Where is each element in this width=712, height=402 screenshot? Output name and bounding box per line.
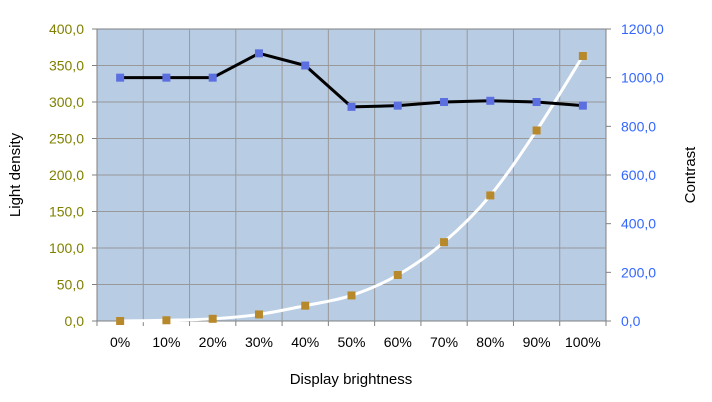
light-density-point xyxy=(440,238,449,247)
x-tick-label: 80% xyxy=(476,334,504,350)
x-axis-ticks: 0% 10% 20% 30% 40% 50% 60% 70% 80% 90% 100% xyxy=(96,321,607,350)
contrast-point xyxy=(440,98,449,106)
light-density-point xyxy=(254,310,263,319)
right-tick-label: 200,0 xyxy=(621,264,656,280)
contrast-point xyxy=(208,73,217,82)
light-density-point xyxy=(347,291,356,300)
left-axis-ticks: 0,0 50,0 100,0 150,0 200,0 250,0 300,0 350,0 400… xyxy=(49,21,97,329)
contrast-point xyxy=(116,73,125,82)
right-tick-label: 600,0 xyxy=(621,167,656,183)
right-tick-label: 1000,0 xyxy=(621,70,664,86)
right-tick-label: 800,0 xyxy=(621,118,656,134)
light-density-point xyxy=(578,52,587,61)
series xyxy=(116,49,587,325)
light-density-point xyxy=(486,191,495,200)
light-density-point xyxy=(208,314,217,323)
right-tick-label: 400,0 xyxy=(621,216,656,232)
light-density-point xyxy=(162,316,171,325)
left-tick-label: 100,0 xyxy=(49,240,84,256)
contrast-point xyxy=(162,73,171,82)
x-tick-label: 0% xyxy=(110,334,130,350)
contrast-point xyxy=(347,102,356,111)
x-tick-label: 10% xyxy=(152,334,180,350)
contrast-point xyxy=(254,49,263,58)
left-tick-label: 200,0 xyxy=(49,167,84,183)
x-tick-label: 90% xyxy=(523,334,551,350)
right-tick-label: 1200,0 xyxy=(621,21,664,37)
left-tick-label: 350,0 xyxy=(49,58,84,74)
right-axis-ticks: 0,0 200,0 400,0 600,0 800,0 1000,0 1200,0 xyxy=(606,21,664,329)
contrast-point xyxy=(578,101,587,110)
contrast-point xyxy=(532,98,541,106)
light-density-point xyxy=(532,126,541,135)
left-tick-label: 50,0 xyxy=(57,277,84,293)
light-density-point xyxy=(116,317,125,325)
light-density-point xyxy=(301,301,310,310)
x-tick-label: 40% xyxy=(291,334,319,350)
x-tick-label: 60% xyxy=(384,334,412,350)
x-tick-label: 20% xyxy=(199,334,227,350)
right-axis-title: Contrast xyxy=(682,146,699,204)
grid xyxy=(97,29,606,321)
contrast-point xyxy=(393,101,402,110)
x-tick-label: 100% xyxy=(565,334,601,350)
left-axis-title: Light density xyxy=(7,132,24,217)
left-tick-label: 250,0 xyxy=(49,131,84,147)
left-tick-label: 300,0 xyxy=(49,94,84,110)
x-tick-label: 30% xyxy=(245,334,273,350)
right-tick-label: 0,0 xyxy=(621,313,641,329)
contrast-point xyxy=(486,96,495,105)
contrast-point xyxy=(301,61,310,70)
light-density-line xyxy=(120,55,585,323)
left-tick-label: 400,0 xyxy=(49,21,84,37)
light-density-point xyxy=(393,271,402,280)
left-tick-label: 0,0 xyxy=(65,313,85,329)
x-axis-title: Display brightness xyxy=(290,371,413,388)
left-tick-label: 150,0 xyxy=(49,204,84,220)
x-tick-label: 50% xyxy=(337,334,365,350)
x-tick-label: 70% xyxy=(430,334,458,350)
